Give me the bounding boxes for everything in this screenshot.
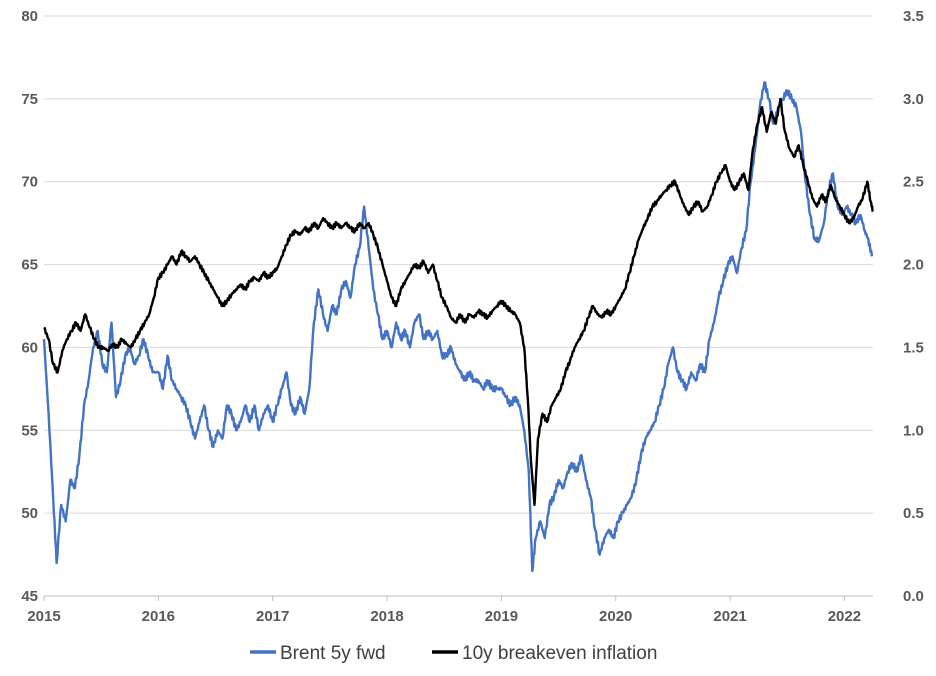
legend-label: 10y breakeven inflation xyxy=(462,643,657,664)
left-axis-tick-label: 65 xyxy=(21,257,38,274)
right-axis-tick-label: 2.0 xyxy=(903,257,924,274)
series-line-brent-5y-fwd xyxy=(42,81,874,573)
gridlines xyxy=(44,15,873,597)
left-axis-tick-label: 70 xyxy=(21,174,38,191)
x-axis-tick-label: 2020 xyxy=(599,608,632,625)
left-axis-tick-label: 60 xyxy=(21,339,38,356)
left-axis-tick-label: 50 xyxy=(21,505,38,522)
x-axis-tick-label: 2021 xyxy=(713,608,746,625)
right-axis-tick-label: 2.5 xyxy=(903,174,924,191)
x-axis-tick-label: 2018 xyxy=(370,608,403,625)
series-line-10y-breakeven-inflation xyxy=(43,97,874,507)
right-axis-tick-label: 1.0 xyxy=(903,422,924,439)
x-axis-tick-label: 2022 xyxy=(828,608,861,625)
right-axis-tick-label: 0.0 xyxy=(903,588,924,605)
right-axis-tick-label: 1.5 xyxy=(903,339,924,356)
legend-label: Brent 5y fwd xyxy=(280,643,386,664)
right-axis-tick-labels: 0.0 0.5 1.0 1.5 2.0 2.5 3.0 3.5 xyxy=(903,8,924,605)
right-axis-tick-label: 3.5 xyxy=(903,8,924,25)
x-axis-tick-label: 2017 xyxy=(256,608,289,625)
left-axis-tick-label: 55 xyxy=(21,422,38,439)
right-axis-tick-label: 0.5 xyxy=(903,505,924,522)
left-axis-tick-label: 75 xyxy=(21,91,38,108)
legend: Brent 5y fwd 10y breakeven inflation xyxy=(250,643,657,664)
left-axis-tick-label: 80 xyxy=(21,8,38,25)
left-axis-tick-labels: 45 50 55 60 65 70 75 80 xyxy=(21,8,38,605)
x-axis-tick-label: 2016 xyxy=(142,608,175,625)
left-axis-tick-label: 45 xyxy=(21,588,38,605)
series-lines xyxy=(42,81,874,573)
x-axis-tick-label: 2019 xyxy=(485,608,518,625)
right-axis-tick-label: 3.0 xyxy=(903,91,924,108)
x-axis-tick-labels: 2015 2016 2017 2018 2019 2020 2021 2022 xyxy=(27,596,861,625)
x-axis-tick-label: 2015 xyxy=(27,608,60,625)
